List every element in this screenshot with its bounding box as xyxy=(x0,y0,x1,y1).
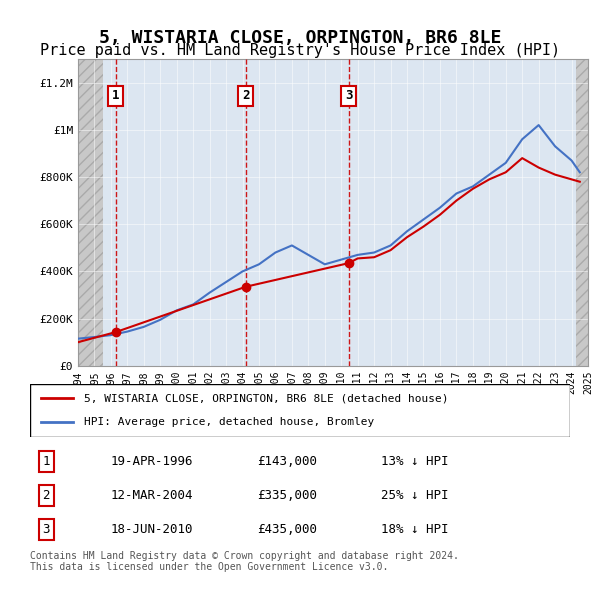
Text: £143,000: £143,000 xyxy=(257,455,317,468)
Text: 3: 3 xyxy=(43,523,50,536)
Text: 2: 2 xyxy=(43,489,50,502)
Text: 25% ↓ HPI: 25% ↓ HPI xyxy=(381,489,449,502)
Text: 18% ↓ HPI: 18% ↓ HPI xyxy=(381,523,449,536)
Text: 12-MAR-2004: 12-MAR-2004 xyxy=(111,489,193,502)
Bar xyxy=(577,59,593,366)
Text: 13% ↓ HPI: 13% ↓ HPI xyxy=(381,455,449,468)
Bar xyxy=(78,59,103,366)
Text: 3: 3 xyxy=(345,89,352,102)
Text: 5, WISTARIA CLOSE, ORPINGTON, BR6 8LE: 5, WISTARIA CLOSE, ORPINGTON, BR6 8LE xyxy=(99,30,501,47)
Text: 18-JUN-2010: 18-JUN-2010 xyxy=(111,523,193,536)
Text: 1: 1 xyxy=(112,89,119,102)
Text: HPI: Average price, detached house, Bromley: HPI: Average price, detached house, Brom… xyxy=(84,417,374,427)
Text: 19-APR-1996: 19-APR-1996 xyxy=(111,455,193,468)
Text: £435,000: £435,000 xyxy=(257,523,317,536)
FancyBboxPatch shape xyxy=(30,384,570,437)
Text: Contains HM Land Registry data © Crown copyright and database right 2024.
This d: Contains HM Land Registry data © Crown c… xyxy=(30,550,459,572)
Text: £335,000: £335,000 xyxy=(257,489,317,502)
Text: 1: 1 xyxy=(43,455,50,468)
Text: 2: 2 xyxy=(242,89,250,102)
Text: 5, WISTARIA CLOSE, ORPINGTON, BR6 8LE (detached house): 5, WISTARIA CLOSE, ORPINGTON, BR6 8LE (d… xyxy=(84,394,449,404)
Text: Price paid vs. HM Land Registry's House Price Index (HPI): Price paid vs. HM Land Registry's House … xyxy=(40,42,560,58)
